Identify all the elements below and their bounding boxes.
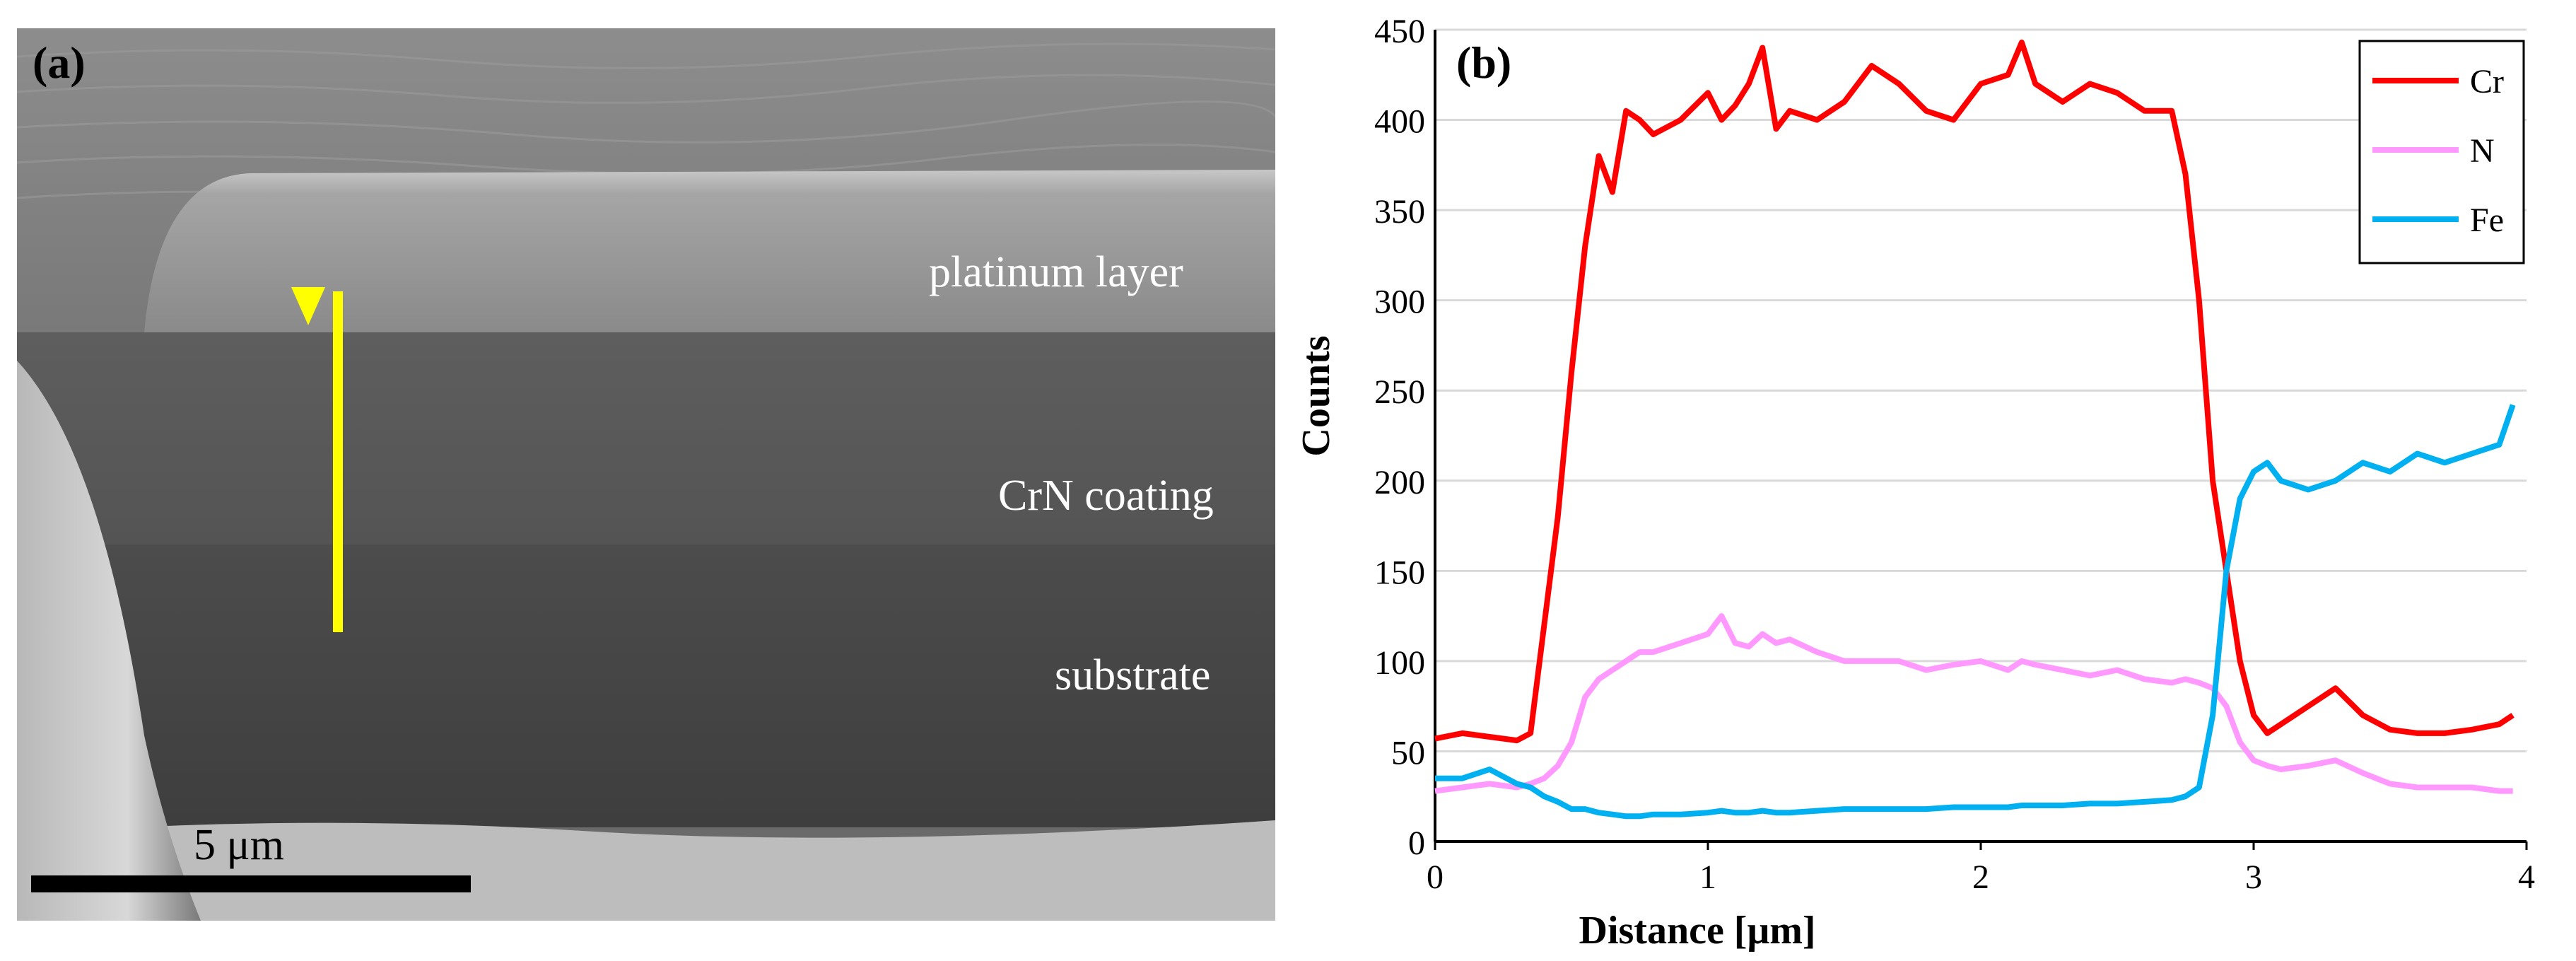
label-platinum-layer: platinum layer — [929, 248, 1183, 296]
crn-coating-layer — [17, 332, 1275, 544]
scale-bar — [31, 875, 471, 892]
x-tick-label-3: 3 — [2245, 858, 2262, 896]
y-tick-label-0: 0 — [1408, 825, 1425, 862]
x-tick-label-1: 1 — [1699, 858, 1716, 896]
panel-a-tag: (a) — [33, 37, 86, 88]
sem-micrograph: platinum layer CrN coating substrate 5 μ… — [17, 28, 1275, 921]
sem-image — [17, 28, 1275, 921]
scan-direction-arrow — [291, 287, 325, 325]
legend-label-cr: Cr — [2470, 63, 2504, 100]
x-tick-label-2: 2 — [1972, 858, 1989, 896]
substrate-layer — [17, 544, 1275, 827]
y-tick-label-300: 300 — [1374, 284, 1425, 321]
line-scan-chart: 0 50 100 150 200 250 300 350 400 450 0 1 2 3 4 Cr N Fe C… — [1294, 0, 2576, 957]
grid-lines — [1435, 28, 2527, 752]
trench-floor — [17, 820, 1275, 921]
y-tick-label-100: 100 — [1374, 644, 1425, 682]
panel-b-tag: (b) — [1456, 37, 1511, 88]
series-lines — [1434, 39, 2516, 820]
series-line-fe — [1435, 404, 2516, 820]
tick-labels: 0 50 100 150 200 250 300 350 400 450 0 1 2 3 4 — [1374, 13, 2535, 896]
linescan-line — [333, 291, 343, 632]
x-tick-label-4: 4 — [2518, 858, 2535, 896]
y-tick-label-50: 50 — [1391, 734, 1425, 771]
series-line-n — [1434, 613, 2513, 794]
x-tick-label-0: 0 — [1427, 858, 1444, 896]
series-line-cr — [1434, 39, 2514, 744]
trench-wall — [17, 361, 201, 921]
legend-label-n: N — [2470, 132, 2495, 170]
chart-canvas: 0 50 100 150 200 250 300 350 400 450 0 1 2 3 4 Cr N Fe C… — [1294, 13, 2535, 953]
axes — [1434, 30, 2528, 850]
scale-bar-label: 5 μm — [194, 821, 284, 869]
legend-label-fe: Fe — [2470, 202, 2504, 239]
platinum-layer — [144, 170, 1275, 332]
y-tick-label-400: 400 — [1374, 103, 1425, 141]
y-tick-label-450: 450 — [1374, 13, 1425, 50]
y-tick-label-350: 350 — [1374, 193, 1425, 231]
legend: Cr N Fe — [2358, 40, 2525, 264]
y-tick-label-200: 200 — [1374, 464, 1425, 501]
label-crn-coating: CrN coating — [998, 472, 1214, 520]
y-axis-label: Counts — [1294, 335, 1338, 456]
y-tick-label-150: 150 — [1374, 554, 1425, 591]
x-axis-label: Distance [μm] — [1579, 909, 1816, 953]
label-substrate: substrate — [1055, 651, 1211, 699]
y-tick-label-250: 250 — [1374, 373, 1425, 411]
